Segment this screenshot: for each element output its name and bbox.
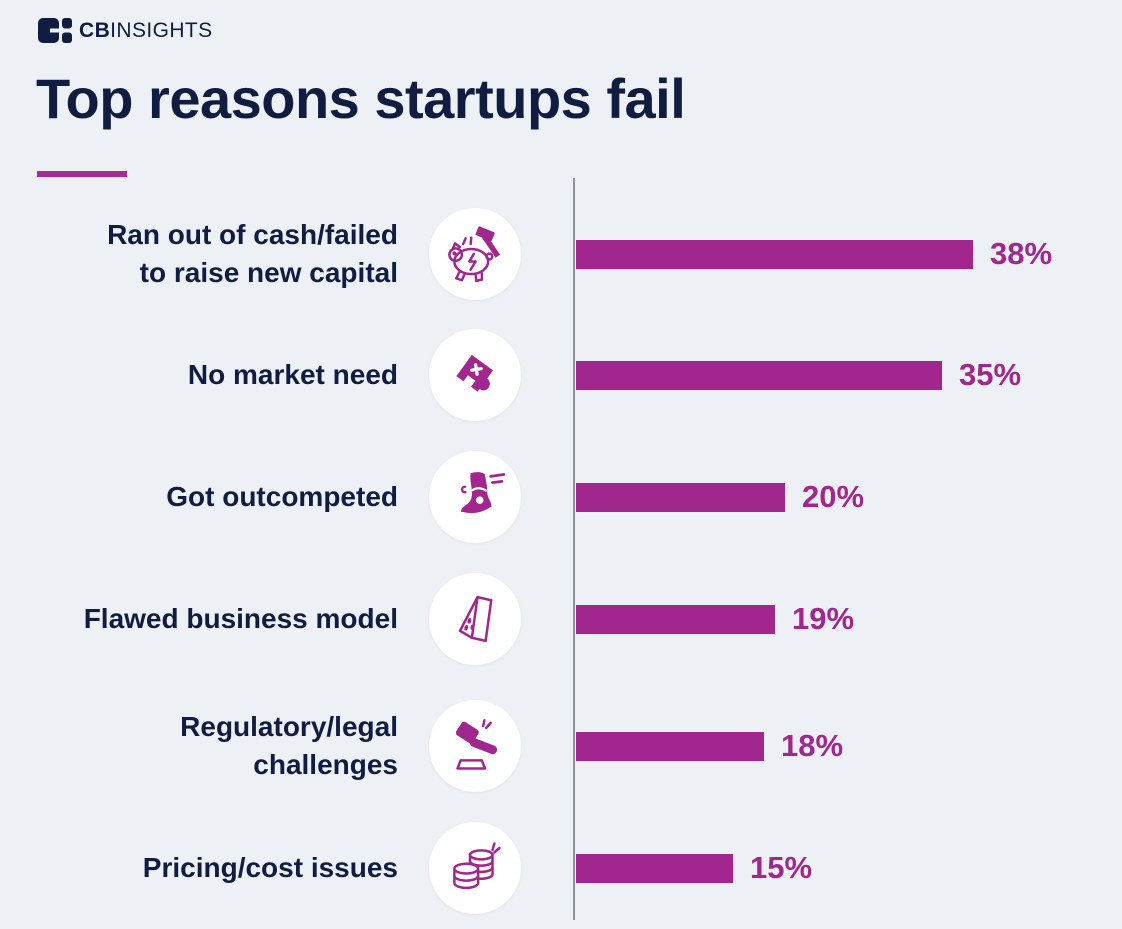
bar	[576, 360, 942, 390]
bar-value-label: 38%	[990, 236, 1053, 271]
category-label: Flawed business model	[83, 603, 398, 634]
icon-circle	[429, 822, 521, 914]
bar-value-label: 20%	[802, 479, 865, 514]
bar-wrap: 15%	[576, 850, 813, 885]
chart-row: Got outcompeted 20%	[0, 436, 1122, 558]
icon-circle	[429, 573, 521, 665]
category-label: Regulatory/legal challenges	[180, 711, 398, 780]
icon-circle	[429, 208, 521, 300]
bar-value-label: 19%	[792, 601, 855, 636]
brand-name-bold: CB	[79, 18, 111, 42]
category-label: Pricing/cost issues	[142, 852, 398, 883]
chart-row: Regulatory/legal challenges 18%	[0, 685, 1122, 807]
category-label: Ran out of cash/failed to raise new capit…	[107, 219, 398, 288]
puzzle-piece-icon	[456, 354, 494, 392]
bar	[576, 853, 733, 883]
bar	[576, 482, 785, 512]
bar-value-label: 15%	[750, 850, 813, 885]
icon-circle	[429, 700, 521, 792]
chart-axis-line	[573, 178, 575, 920]
bar	[576, 239, 973, 269]
brand-logo: CBINSIGHTS	[38, 18, 213, 43]
icon-circle	[429, 451, 521, 543]
category-label: No market need	[187, 359, 398, 390]
category-label: Got outcompeted	[166, 481, 398, 512]
bar-wrap: 35%	[576, 357, 1022, 392]
cb-insights-logo-icon	[38, 18, 72, 43]
chart-row: Flawed business model 19%	[0, 558, 1122, 680]
running-shoe-icon	[460, 472, 505, 516]
coin-stacks-icon	[453, 842, 501, 890]
bar-wrap: 19%	[576, 601, 855, 636]
title-accent-rule	[37, 171, 127, 177]
bar-value-label: 35%	[959, 357, 1022, 392]
chart-row: Pricing/cost issues 15%	[0, 807, 1122, 929]
bar	[576, 604, 775, 634]
icon-circle	[429, 329, 521, 421]
brand-name: CBINSIGHTS	[79, 19, 213, 43]
brand-name-light: INSIGHTS	[110, 18, 213, 42]
bar-wrap: 38%	[576, 236, 1053, 271]
bar-wrap: 18%	[576, 728, 844, 763]
page-title: Top reasons startups fail	[36, 67, 686, 130]
bar-value-label: 18%	[781, 728, 844, 763]
gavel-icon	[455, 719, 498, 770]
folded-blueprint-icon	[458, 595, 493, 643]
bar	[576, 731, 764, 761]
chart-row: Ran out of cash/failed to raise new capit…	[0, 193, 1122, 315]
piggy-bank-hammer-icon	[448, 226, 500, 283]
bar-wrap: 20%	[576, 479, 865, 514]
chart-row: No market need 35%	[0, 314, 1122, 436]
